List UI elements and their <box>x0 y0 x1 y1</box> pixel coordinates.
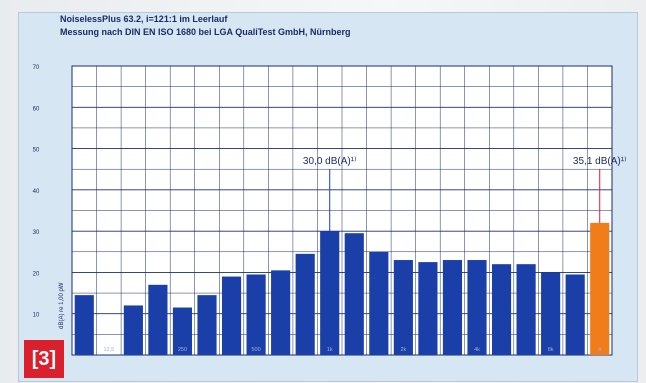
x-tick-label: A <box>598 347 602 353</box>
annotation-label: 30,0 dB(A)¹⁾ <box>303 156 357 167</box>
annotation-label: 35,1 dB(A)¹⁾ <box>573 156 627 167</box>
y-tick-label: 30 <box>33 230 40 236</box>
bar <box>197 295 217 355</box>
chart-title: NoiselessPlus 63.2, i=121:1 im Leerlauf <box>60 14 228 24</box>
bar <box>590 222 610 355</box>
bar <box>442 260 463 355</box>
figure-number-badge: [3] <box>24 340 64 378</box>
bar <box>418 262 438 355</box>
bar <box>271 270 291 355</box>
chart-subtitle: Messung nach DIN EN ISO 1680 bei LGA Qua… <box>60 27 351 37</box>
y-tick-label: 10 <box>33 313 40 319</box>
bar <box>516 264 536 355</box>
bar <box>565 274 585 355</box>
y-tick-label: 60 <box>33 106 40 112</box>
bar <box>541 272 561 355</box>
bar <box>467 260 487 355</box>
x-tick-label: 2k <box>400 347 406 353</box>
bar <box>123 305 143 355</box>
bar <box>148 284 168 355</box>
bar <box>491 264 512 355</box>
x-tick-label: 250 <box>178 347 187 353</box>
x-tick-label: 4k <box>474 347 480 353</box>
x-tick-label: 12,5 <box>103 347 114 353</box>
y-tick-label: 50 <box>33 148 40 154</box>
y-tick-label: 40 <box>33 189 40 195</box>
bar <box>344 233 364 355</box>
bar <box>369 251 389 355</box>
bar <box>393 260 413 355</box>
bar <box>246 274 266 355</box>
x-tick-label: 1k <box>327 347 333 353</box>
bar <box>172 307 193 355</box>
bar <box>295 253 315 355</box>
x-tick-label: 8k <box>548 347 554 353</box>
x-tick-label: 500 <box>251 347 260 353</box>
y-axis-label: dB(A) re 1,00 pW <box>59 282 65 329</box>
y-tick-label: 20 <box>33 271 40 277</box>
bar <box>74 295 94 355</box>
bar <box>320 231 340 355</box>
bar <box>221 276 242 355</box>
y-tick-label: 70 <box>33 65 40 71</box>
